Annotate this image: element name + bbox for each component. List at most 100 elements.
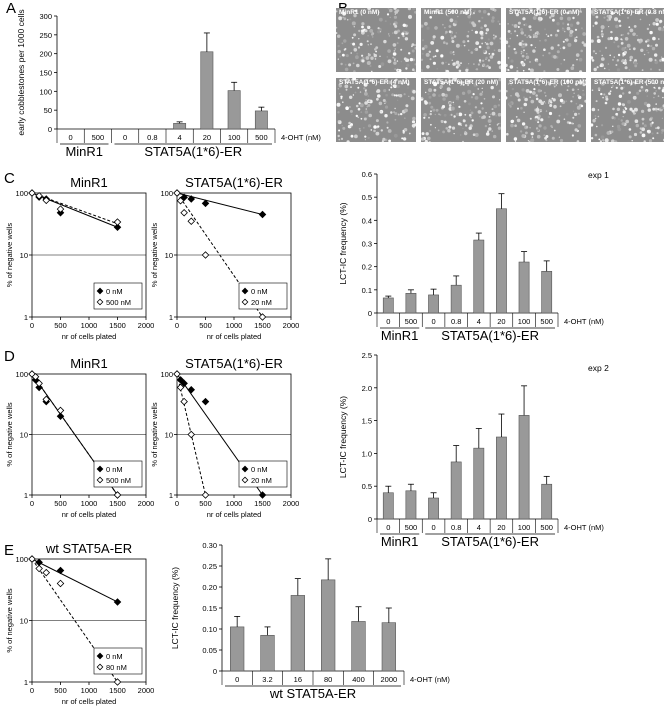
- panel-letter-a: A: [6, 0, 17, 17]
- legend-label: 0 nM: [251, 465, 268, 474]
- data-point: [56, 205, 65, 213]
- bar: [450, 284, 462, 314]
- y-axis-label: early cobblestones per 1000 cells: [16, 9, 26, 135]
- x-axis-label: nr of cells plated: [62, 332, 117, 341]
- data-point: [201, 491, 210, 499]
- y-tick-label: 0: [368, 309, 372, 318]
- legend-label: 80 nM: [106, 663, 127, 672]
- y-axis-label: % of negative wells: [150, 402, 159, 466]
- chart-title: wt STAT5A-ER: [45, 541, 132, 556]
- chart-title: MinR1: [70, 356, 108, 371]
- x-tick-label: 0.8: [451, 523, 461, 532]
- micrograph-image: STAT5A(1*6)-ER (20 nM): [421, 78, 501, 142]
- y-tick-label: 100: [15, 555, 28, 564]
- data-point: [28, 555, 36, 563]
- bar: [382, 492, 394, 520]
- bar: [450, 461, 462, 520]
- data-point: [258, 491, 267, 499]
- data-point: [28, 189, 36, 197]
- legend-label: 0 nM: [106, 287, 123, 296]
- micrograph-image: STAT5A(1*6)-ER (0 nM): [506, 8, 586, 72]
- x-tick-label: 1500: [254, 499, 271, 508]
- bar: [473, 447, 485, 520]
- data-point: [42, 395, 51, 404]
- data-point: [35, 558, 43, 567]
- micrograph-label: STAT5A(1*6)-ER (0 nM): [509, 9, 580, 16]
- x-tick-label: 2000: [380, 675, 397, 684]
- micrograph-image: STAT5A(1*6)-ER (100 nM): [506, 78, 586, 142]
- legend-marker: [96, 652, 104, 660]
- group-label: MinR1: [65, 144, 103, 159]
- data-point: [201, 251, 210, 259]
- x-tick-label: 2000: [138, 499, 155, 508]
- y-tick-label: 10: [20, 431, 28, 440]
- data-point: [35, 192, 43, 200]
- y-axis-label: % of negative wells: [5, 402, 14, 466]
- legend-marker: [96, 663, 104, 671]
- legend-label: 20 nM: [251, 298, 272, 307]
- x-tick-label: 20: [203, 133, 211, 142]
- y-tick-label: 300: [39, 12, 52, 21]
- data-point: [56, 406, 65, 415]
- data-point: [42, 568, 51, 577]
- y-tick-label: 0.25: [202, 562, 217, 571]
- y-tick-label: 0.5: [362, 482, 372, 491]
- x-tick-label: 1000: [81, 499, 98, 508]
- chart-title: exp 2: [588, 363, 609, 373]
- panel-letter-e: E: [4, 542, 15, 559]
- data-point: [187, 430, 196, 439]
- x-tick-label: 500: [54, 499, 67, 508]
- bar: [428, 294, 439, 314]
- y-tick-label: 0.1: [362, 286, 372, 295]
- x-tick-label: 0: [30, 321, 34, 330]
- x-tick-label: 0: [69, 133, 73, 142]
- legend-marker: [241, 465, 249, 473]
- bar: [200, 51, 214, 130]
- x-tick-label: 500: [199, 499, 212, 508]
- bar: [428, 497, 439, 520]
- y-tick-label: 10: [165, 251, 173, 260]
- micrograph-label: STAT5A(1*6)-ER (100 nM): [509, 79, 586, 86]
- y-tick-label: 1.5: [362, 417, 372, 426]
- y-axis-label: % of negative wells: [150, 223, 159, 287]
- x-tick-label: 2000: [138, 321, 155, 330]
- legend-label: 0 nM: [106, 652, 123, 661]
- legend-label: 500 nM: [106, 476, 131, 485]
- y-tick-label: 100: [15, 370, 28, 379]
- bar: [260, 634, 275, 672]
- x-tick-label: 0: [30, 499, 34, 508]
- x-tick-label: 1000: [226, 321, 243, 330]
- unit-label: 4-OHT (nM): [410, 675, 450, 684]
- legend-box: [238, 460, 288, 488]
- x-axis-label: nr of cells plated: [62, 510, 117, 519]
- y-tick-label: 1: [169, 491, 173, 500]
- group-label: STAT5A(1*6)-ER: [441, 534, 539, 549]
- y-tick-label: 10: [20, 251, 28, 260]
- data-point: [113, 218, 122, 226]
- legend-box: [238, 282, 288, 310]
- data-point: [56, 412, 65, 421]
- y-tick-label: 10: [20, 617, 28, 626]
- x-tick-label: 500: [540, 523, 553, 532]
- legend-marker: [96, 298, 104, 306]
- x-tick-label: 1500: [109, 499, 126, 508]
- data-point: [35, 379, 43, 388]
- x-tick-label: 20: [497, 317, 505, 326]
- y-tick-label: 0.2: [362, 263, 372, 272]
- x-axis-label: nr of cells plated: [62, 697, 117, 706]
- y-axis-label: % of negative wells: [5, 588, 14, 652]
- y-tick-label: 100: [160, 189, 173, 198]
- data-point: [180, 208, 188, 217]
- y-axis-label: LCT-IC frequency (%): [338, 202, 348, 284]
- bar: [254, 110, 268, 130]
- bar: [321, 579, 336, 672]
- y-tick-label: 1: [24, 313, 28, 322]
- bar: [173, 123, 187, 130]
- x-tick-label: 16: [294, 675, 302, 684]
- bar: [405, 490, 417, 520]
- legend-label: 500 nM: [106, 298, 131, 307]
- x-tick-label: 2000: [283, 499, 300, 508]
- data-point: [173, 370, 181, 378]
- data-point: [42, 196, 51, 205]
